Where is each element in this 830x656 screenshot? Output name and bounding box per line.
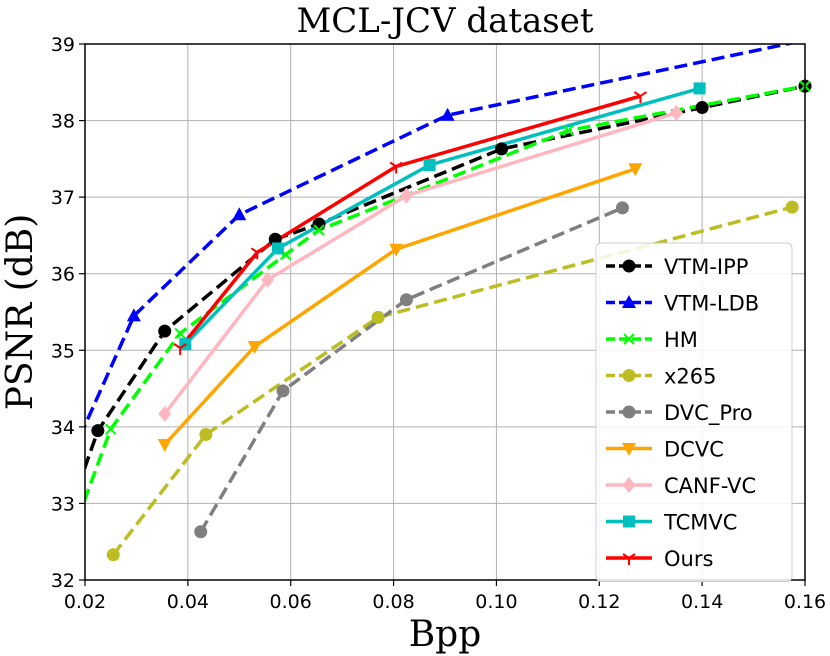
data-point	[276, 384, 290, 398]
y-tick-label: 39	[51, 34, 75, 56]
data-point	[271, 242, 284, 255]
legend-marker	[622, 295, 636, 308]
data-point	[495, 142, 509, 156]
data-point	[312, 217, 326, 231]
tick-labels: 0.02 0.04 0.06 0.08 0.10 0.12 0.14 0.16 32 33 34 35…	[51, 34, 826, 613]
data-point	[91, 424, 105, 438]
legend-label: VTM-IPP	[664, 255, 748, 279]
data-point	[173, 343, 187, 355]
legend-label: x265	[664, 365, 717, 389]
x-tick-label: 0.04	[167, 591, 209, 613]
legend-label: TCMVC	[663, 511, 737, 535]
data-point	[247, 340, 262, 354]
data-point	[423, 158, 436, 171]
data-point	[126, 308, 141, 322]
data-point	[669, 104, 683, 121]
legend-label: DCVC	[664, 438, 724, 462]
legend-item: HM	[606, 328, 698, 352]
y-tick-label: 33	[51, 493, 75, 515]
legend-marker	[623, 515, 635, 528]
legend-marker	[623, 333, 635, 345]
legend-item: DCVC	[606, 438, 724, 462]
legend-label: HM	[664, 328, 698, 352]
x-tick-label: 0.02	[64, 591, 106, 613]
y-axis-label: PSNR (dB)	[0, 214, 41, 411]
y-tick-label: 32	[51, 570, 75, 592]
data-point	[105, 423, 117, 435]
data-point	[785, 200, 799, 214]
data-point	[399, 187, 413, 204]
legend-item: TCMVC	[606, 511, 737, 535]
legend-item: VTM-LDB	[606, 292, 759, 316]
series-line-vtm-ipp	[85, 84, 805, 473]
data-point	[389, 243, 404, 257]
y-tick-label: 36	[51, 264, 75, 286]
data-point	[194, 525, 208, 539]
legend-marker	[622, 369, 636, 382]
data-point	[399, 293, 413, 307]
series-line-canf-vc	[163, 111, 677, 415]
legend-item: CANF-VC	[606, 474, 756, 498]
data-point	[562, 124, 575, 137]
legend-marker	[622, 259, 636, 273]
legend-label: VTM-LDB	[664, 292, 759, 316]
legend-label: DVC_Pro	[664, 401, 753, 426]
x-axis-label: Bpp	[409, 614, 482, 655]
legend-box	[595, 242, 793, 582]
legend-item: Ours	[606, 547, 713, 571]
x-tick-label: 0.12	[578, 591, 620, 613]
y-tick-label: 34	[51, 417, 75, 439]
data-point	[261, 271, 275, 288]
data-point	[158, 405, 172, 422]
legend-marker	[622, 477, 636, 493]
legend-marker	[622, 405, 636, 419]
x-tick-label: 0.10	[475, 591, 517, 613]
data-point	[250, 247, 264, 260]
y-tick-label: 35	[51, 340, 75, 362]
data-point	[693, 82, 706, 95]
data-point	[695, 101, 709, 115]
data-point	[615, 201, 629, 215]
data-point	[106, 548, 120, 562]
series-line-dvc-pro	[199, 206, 624, 533]
data-point	[389, 161, 403, 174]
legend-item: DVC_Pro	[606, 401, 753, 426]
plot-frame	[84, 43, 806, 581]
x-tick-label: 0.06	[270, 591, 312, 613]
series-line-dcvc	[163, 167, 636, 446]
data-point	[157, 438, 172, 452]
legend-item: x265	[606, 365, 717, 389]
x-tick-label: 0.14	[681, 591, 723, 613]
legend-marker	[622, 443, 636, 456]
legend: VTM-IPP VTM-LDB HM x265 DVC_Pro DCVC CANF-VC TC…	[595, 242, 793, 582]
data-point	[232, 207, 247, 221]
data-point	[628, 163, 643, 177]
data-point	[440, 107, 455, 121]
legend-marker	[622, 553, 636, 565]
data-point	[158, 324, 172, 338]
legend-label: Ours	[664, 547, 713, 571]
data-point	[199, 428, 213, 442]
series-line-x265	[111, 205, 793, 556]
data-point	[371, 310, 385, 324]
legend-item: VTM-IPP	[606, 255, 748, 279]
x-tick-label: 0.08	[372, 591, 414, 613]
series-line-ours	[178, 94, 641, 350]
data-point	[174, 327, 186, 340]
chart-title: MCL-JCV dataset	[296, 1, 593, 41]
y-tick-label: 38	[51, 111, 75, 133]
marker-layer	[91, 79, 812, 562]
data-point	[313, 224, 325, 236]
x-tick-label: 0.16	[784, 591, 826, 613]
y-tick-label: 37	[51, 187, 75, 209]
data-point	[633, 91, 647, 104]
legend-label: CANF-VC	[664, 474, 756, 498]
